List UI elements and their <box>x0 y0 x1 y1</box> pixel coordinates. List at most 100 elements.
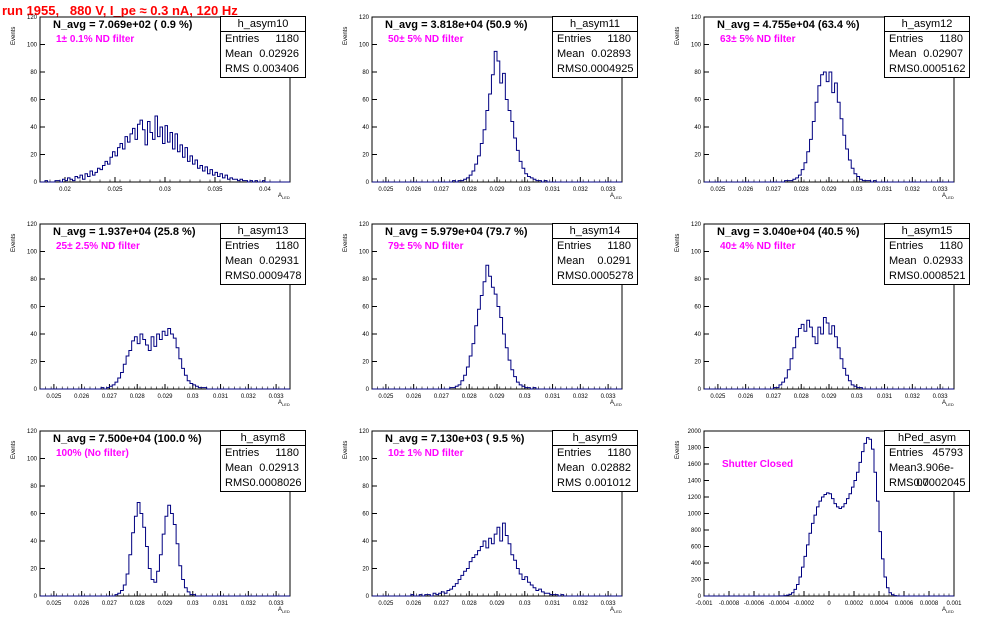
stat-label: Entries <box>889 33 924 45</box>
filter-note: 1± 0.1% ND filter <box>56 34 135 45</box>
y-tick-label: 60 <box>694 98 701 104</box>
filter-note: Shutter Closed <box>722 459 794 470</box>
y-tick-label: 20 <box>362 360 369 366</box>
y-tick-label: 80 <box>30 484 37 490</box>
stat-row-mean: Mean 0.02907 <box>885 47 969 62</box>
stat-value: 0.0002045 <box>913 477 966 489</box>
x-tick-label: 0.028 <box>462 601 478 607</box>
y-axis-label: Events <box>11 233 17 252</box>
stat-label: RMS <box>557 270 582 282</box>
x-tick-label: 0.02 <box>59 187 71 193</box>
x-tick-label: 0.03 <box>519 394 531 400</box>
y-tick-label: 80 <box>30 277 37 283</box>
histogram-plot: 0.025 0.026 0.027 0.028 0.029 0.03 0.031 0.032 0… <box>27 429 291 614</box>
x-tick-label: 0.026 <box>74 394 90 400</box>
x-tick-label: 0.035 <box>207 187 223 193</box>
stat-label: Mean <box>889 255 917 267</box>
x-tick-label: -0.0002 <box>794 601 815 607</box>
stat-row-entries: Entries 1180 <box>553 446 637 461</box>
stat-label: Mean <box>557 48 585 60</box>
x-tick-label: 0.028 <box>462 394 478 400</box>
stats-box: h_asym8 Entries 1180 Mean 0.02913 RMS 0.000802… <box>220 430 306 492</box>
y-tick-label: 0 <box>698 387 702 393</box>
y-tick-label: 0 <box>698 180 702 186</box>
x-tick-label: 0.027 <box>434 187 450 193</box>
x-tick-label: 0.0002 <box>845 601 864 607</box>
y-tick-label: 120 <box>359 429 370 435</box>
n-avg-label: N_avg = 1.937e+04 (25.8 %) <box>53 226 196 238</box>
x-tick-label: 0.028 <box>794 187 810 193</box>
histogram-plot: 0.025 0.026 0.027 0.028 0.029 0.03 0.031 0.032 0… <box>27 222 291 407</box>
y-tick-label: 0 <box>366 180 370 186</box>
y-tick-label: 1000 <box>688 512 702 518</box>
stat-value: 0.02907 <box>923 48 963 60</box>
stats-box: h_asym13 Entries 1180 Mean 0.02931 RMS 0.00094… <box>220 223 306 285</box>
x-tick-label: 0.03 <box>159 187 171 193</box>
stat-label: Entries <box>557 447 592 459</box>
x-tick-label: 0.029 <box>157 601 173 607</box>
n-avg-label: N_avg = 7.500e+04 (100.0 %) <box>53 433 202 445</box>
x-tick-label: 0.028 <box>462 187 478 193</box>
histogram-plot: 0.02 0.025 0.03 0.035 0.04 0 20 40 60 80 100 120 ALE… <box>27 15 291 200</box>
stat-label: Mean <box>889 462 917 474</box>
filter-note: 10± 1% ND filter <box>388 448 464 459</box>
histogram-panel-h-asym10: 0.02 0.025 0.03 0.035 0.04 0 20 40 60 80 100 120 ALE… <box>0 12 332 219</box>
n-avg-label: N_avg = 3.040e+04 (40.5 %) <box>717 226 860 238</box>
histogram-panel-h-asym8: 0.025 0.026 0.027 0.028 0.029 0.03 0.031 0.032 0… <box>0 426 332 633</box>
y-tick-label: 100 <box>27 457 38 463</box>
y-tick-label: 100 <box>359 43 370 49</box>
x-tick-label: 0.0006 <box>895 601 914 607</box>
histogram-line <box>704 437 954 597</box>
stat-label: Mean <box>889 48 917 60</box>
x-axis-label: ALED <box>278 193 290 200</box>
x-tick-label: 0.03 <box>187 394 199 400</box>
n-avg-label: N_avg = 7.130e+03 ( 9.5 %) <box>385 433 525 445</box>
stat-row-mean: Mean 0.02926 <box>221 47 305 62</box>
x-tick-label: 0.027 <box>102 394 118 400</box>
x-tick-label: 0.028 <box>130 394 146 400</box>
stat-label: Entries <box>889 447 924 459</box>
histogram-name: h_asym12 <box>885 17 969 32</box>
x-axis-label: ALED <box>278 607 290 614</box>
stat-value: 0.02913 <box>259 462 299 474</box>
histogram-panel-h-asym9: 0.025 0.026 0.027 0.028 0.029 0.03 0.031 0.032 0… <box>332 426 664 633</box>
histogram-line <box>372 264 622 390</box>
stat-row-mean: Mean 0.02933 <box>885 254 969 269</box>
stat-label: Entries <box>225 33 260 45</box>
histogram-name: h_asym8 <box>221 431 305 446</box>
y-tick-label: 100 <box>359 250 370 256</box>
histogram-line <box>372 522 622 597</box>
x-axis-label: ALED <box>610 400 622 407</box>
x-tick-label: 0.025 <box>46 601 62 607</box>
x-tick-label: 0.025 <box>378 601 394 607</box>
x-axis-label: ALED <box>610 607 622 614</box>
stat-row-mean: Mean 0.0291 <box>553 254 637 269</box>
x-tick-label: 0.033 <box>933 187 949 193</box>
stat-value: 0.0008521 <box>913 270 966 282</box>
y-tick-label: 60 <box>30 305 37 311</box>
stat-row-entries: Entries 1180 <box>221 239 305 254</box>
x-tick-label: 0.029 <box>489 601 505 607</box>
y-tick-label: 120 <box>359 15 370 21</box>
x-tick-label: 0.03 <box>851 394 863 400</box>
x-tick-label: 0.025 <box>710 394 726 400</box>
stat-value: 1180 <box>275 447 299 459</box>
x-tick-label: -0.0004 <box>769 601 790 607</box>
x-tick-label: 0.032 <box>573 187 589 193</box>
y-tick-label: 0 <box>366 594 370 600</box>
stats-box: h_asym10 Entries 1180 Mean 0.02926 RMS 0.00340… <box>220 16 306 78</box>
stat-label: Mean <box>225 462 253 474</box>
x-tick-label: 0.033 <box>269 601 285 607</box>
stats-box: h_asym15 Entries 1180 Mean 0.02933 RMS 0.00085… <box>884 223 970 285</box>
histogram-name: h_asym11 <box>553 17 637 32</box>
histogram-plot: 0.025 0.026 0.027 0.028 0.029 0.03 0.031 0.032 0… <box>359 222 623 407</box>
n-avg-label: N_avg = 3.818e+04 (50.9 %) <box>385 19 528 31</box>
y-tick-label: 1800 <box>688 446 702 452</box>
stats-box: hPed_asym Entries 45793 Mean 3.906e-07 RMS 0.0… <box>884 430 970 492</box>
x-tick-label: 0.033 <box>601 601 617 607</box>
stat-row-mean: Mean 0.02893 <box>553 47 637 62</box>
y-tick-label: 100 <box>691 250 702 256</box>
y-tick-label: 120 <box>691 222 702 228</box>
stat-row-rms: RMS 0.0005278 <box>553 269 637 284</box>
stat-row-entries: Entries 1180 <box>221 446 305 461</box>
